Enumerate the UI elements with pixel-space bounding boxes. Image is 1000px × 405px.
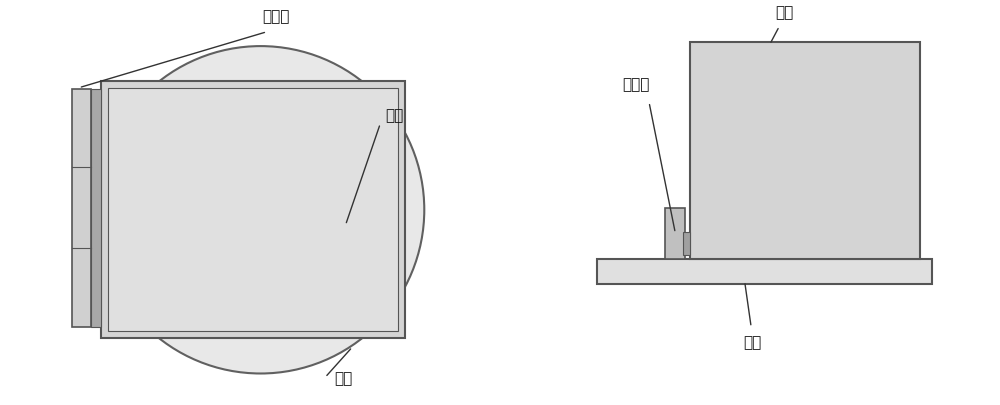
Bar xyxy=(91,90,101,327)
Bar xyxy=(690,43,920,259)
Text: 推靠面: 推靠面 xyxy=(622,77,650,92)
Text: 方筱: 方筱 xyxy=(775,5,793,20)
Bar xyxy=(597,259,932,284)
Bar xyxy=(72,90,91,327)
Text: 方筱: 方筱 xyxy=(385,108,404,123)
Bar xyxy=(665,208,685,259)
Text: 推靠面: 推靠面 xyxy=(262,9,290,23)
Text: 转台: 转台 xyxy=(744,335,762,350)
Text: 转台: 转台 xyxy=(335,370,353,385)
Bar xyxy=(683,232,690,255)
Bar xyxy=(108,89,398,332)
Circle shape xyxy=(97,47,424,373)
Bar xyxy=(101,82,405,339)
